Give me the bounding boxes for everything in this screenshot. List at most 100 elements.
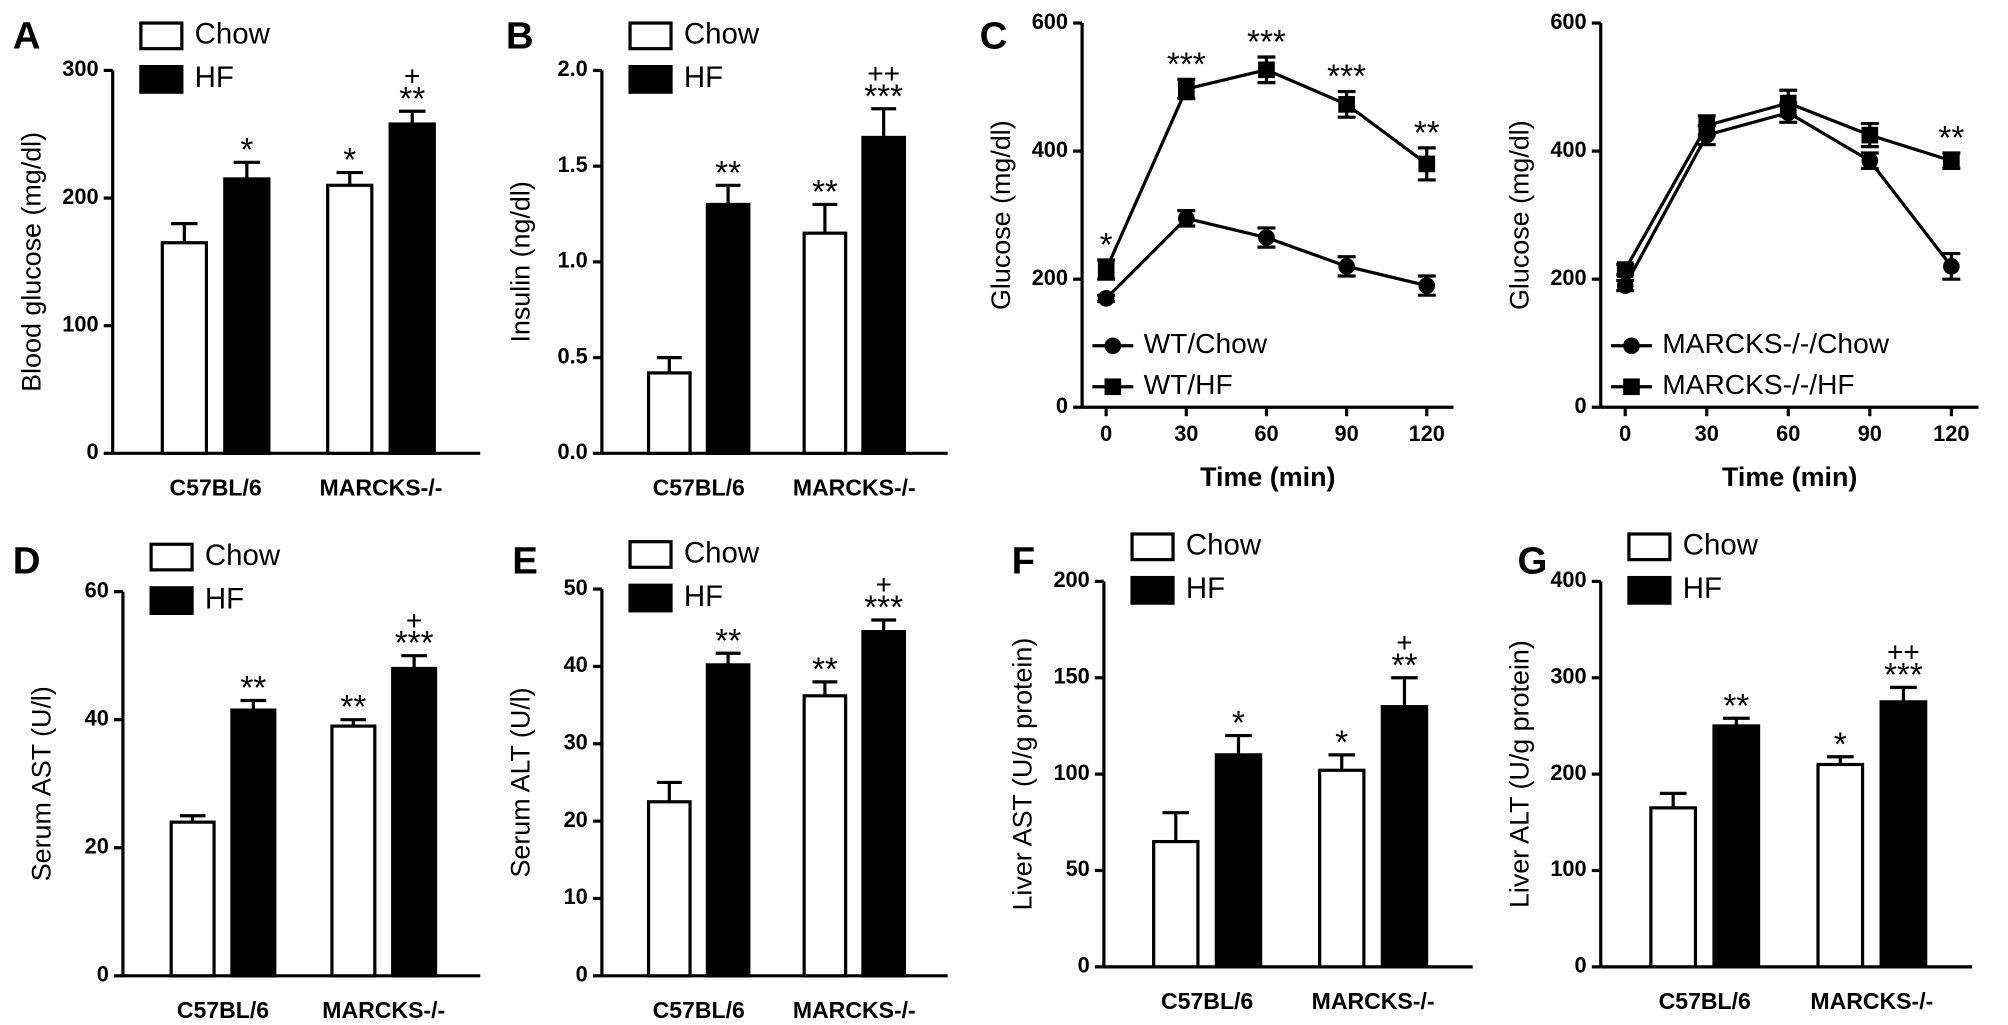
bar xyxy=(326,183,374,455)
bar xyxy=(802,694,848,978)
x-tick-label: C57BL/6 xyxy=(653,997,745,1023)
marker xyxy=(1943,152,1960,170)
legend-label: HF xyxy=(1683,572,1722,605)
marker xyxy=(1861,126,1879,144)
x-tick-label: MARCKS-/- xyxy=(793,474,916,500)
bar xyxy=(1649,806,1698,969)
significance-label: ** xyxy=(1723,688,1749,725)
significance-label: *** xyxy=(395,625,434,662)
y-tick-label: 0 xyxy=(576,962,588,987)
y-axis-label: Serum AST (U/l) xyxy=(27,686,57,881)
y-tick-label: 400 xyxy=(1550,567,1586,592)
bar xyxy=(1816,762,1865,969)
y-axis-label: Liver AST (U/g protein) xyxy=(1008,638,1038,911)
legend-swatch xyxy=(628,583,673,613)
legend-label: MARCKS-/-/HF xyxy=(1662,368,1854,400)
bar xyxy=(705,202,751,455)
y-tick-label: 1.5 xyxy=(558,152,588,177)
x-tick-label: MARCKS-/- xyxy=(320,474,443,500)
panel-label: A xyxy=(13,15,41,58)
y-tick-label: 0 xyxy=(1575,953,1587,978)
marker xyxy=(1097,290,1115,307)
marker xyxy=(1104,378,1122,396)
x-tick-label: C57BL/6 xyxy=(1659,988,1751,1014)
y-axis-label: Serum ALT (U/l) xyxy=(506,687,536,877)
y-tick-label: 0.5 xyxy=(558,343,588,368)
x-tick-label: MARCKS-/- xyxy=(1312,988,1435,1014)
legend-label: MARCKS-/-/Chow xyxy=(1662,327,1890,359)
significance-label: ** xyxy=(715,623,741,660)
marker xyxy=(1698,117,1716,134)
legend-label: HF xyxy=(684,580,723,613)
y-tick-label: 100 xyxy=(1053,760,1089,785)
significance-label: * xyxy=(1100,227,1113,264)
legend-swatch xyxy=(628,64,673,94)
line xyxy=(1623,110,1953,287)
legend-label: HF xyxy=(195,61,234,94)
significance-label: *** xyxy=(1327,59,1366,96)
y-tick-label: 200 xyxy=(1032,265,1068,290)
marker xyxy=(1418,155,1436,173)
bar xyxy=(388,122,436,455)
marker xyxy=(1177,210,1195,227)
marker xyxy=(1338,96,1355,113)
significance-label: ** xyxy=(340,689,366,726)
bar xyxy=(1152,839,1200,969)
y-tick-label: 2.0 xyxy=(558,56,588,81)
x-tick-label: MARCKS-/- xyxy=(322,997,445,1023)
bar xyxy=(160,241,209,455)
y-tick-label: 40 xyxy=(564,652,588,677)
significance-label: *** xyxy=(864,590,903,627)
significance-label: ** xyxy=(812,651,838,688)
significance-label: *** xyxy=(1167,46,1206,83)
marker xyxy=(1097,261,1115,278)
y-tick-label: 400 xyxy=(1032,137,1068,162)
legend-swatch xyxy=(628,540,673,569)
legend-swatch xyxy=(149,542,194,572)
y-tick-label: 100 xyxy=(62,311,98,336)
y-axis-label: Glucose (mg/dl) xyxy=(1504,120,1534,310)
y-tick-label: 0.0 xyxy=(558,439,588,464)
legend-swatch xyxy=(1130,575,1175,605)
y-tick-label: 0 xyxy=(86,439,98,464)
x-tick-label: 30 xyxy=(1174,421,1198,446)
marker xyxy=(1418,277,1436,294)
marker xyxy=(1861,152,1879,170)
legend-label: HF xyxy=(684,61,723,94)
significance-label: ** xyxy=(812,174,838,211)
legend-swatch xyxy=(628,21,673,51)
x-tick-label: 90 xyxy=(1858,421,1882,446)
x-tick-label: C57BL/6 xyxy=(1161,988,1253,1014)
legend-label: Chow xyxy=(195,18,271,51)
significance-label: ** xyxy=(1392,647,1418,684)
significance-label: *** xyxy=(864,78,903,115)
bar xyxy=(330,724,377,978)
legend-label: WT/HF xyxy=(1144,368,1233,400)
y-axis-label: Insulin (ng/dl) xyxy=(506,181,536,342)
significance-label: + xyxy=(404,59,420,91)
y-axis-label: Glucose (mg/dl) xyxy=(986,120,1016,310)
panel-label: G xyxy=(1518,540,1548,583)
panel-label: F xyxy=(1012,540,1035,583)
marker xyxy=(1623,378,1640,396)
y-tick-label: 50 xyxy=(564,575,588,600)
legend-label: Chow xyxy=(1186,529,1262,562)
y-tick-label: 600 xyxy=(1550,9,1586,34)
y-tick-label: 200 xyxy=(62,184,98,209)
bar xyxy=(1380,705,1429,969)
y-tick-label: 600 xyxy=(1032,9,1068,34)
legend-swatch xyxy=(1627,575,1672,605)
y-tick-label: 40 xyxy=(85,705,109,730)
bar xyxy=(861,630,907,978)
significance-label: *** xyxy=(1247,24,1286,61)
marker xyxy=(1943,258,1960,275)
x-tick-label: 120 xyxy=(1409,421,1445,446)
significance-label: ++ xyxy=(867,57,900,89)
y-tick-label: 30 xyxy=(564,730,588,755)
x-tick-label: C57BL/6 xyxy=(177,997,269,1023)
y-tick-label: 60 xyxy=(85,577,109,602)
y-tick-label: 300 xyxy=(62,56,98,81)
significance-label: * xyxy=(1232,705,1245,742)
